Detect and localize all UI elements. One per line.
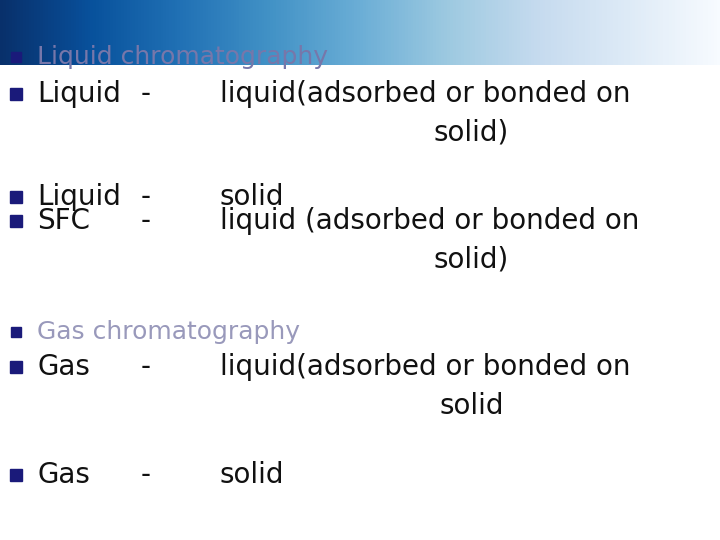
Text: Liquid: Liquid — [37, 183, 121, 211]
Text: solid: solid — [220, 183, 284, 211]
Text: solid): solid) — [434, 246, 509, 274]
Text: liquid(adsorbed or bonded on: liquid(adsorbed or bonded on — [220, 80, 630, 108]
Text: solid: solid — [220, 461, 284, 489]
Text: SFC: SFC — [37, 207, 91, 235]
Text: -: - — [140, 183, 150, 211]
Text: -: - — [140, 80, 150, 108]
Text: Gas: Gas — [37, 353, 90, 381]
Text: liquid(adsorbed or bonded on: liquid(adsorbed or bonded on — [220, 353, 630, 381]
Text: -: - — [140, 461, 150, 489]
Text: Liquid: Liquid — [37, 80, 121, 108]
Text: liquid (adsorbed or bonded on: liquid (adsorbed or bonded on — [220, 207, 639, 235]
Text: solid): solid) — [434, 119, 509, 147]
Text: solid: solid — [439, 392, 504, 420]
Text: -: - — [140, 207, 150, 235]
Text: Liquid chromatography: Liquid chromatography — [37, 45, 328, 69]
Text: Gas: Gas — [37, 461, 90, 489]
Text: Gas chromatography: Gas chromatography — [37, 320, 300, 344]
Text: -: - — [140, 353, 150, 381]
